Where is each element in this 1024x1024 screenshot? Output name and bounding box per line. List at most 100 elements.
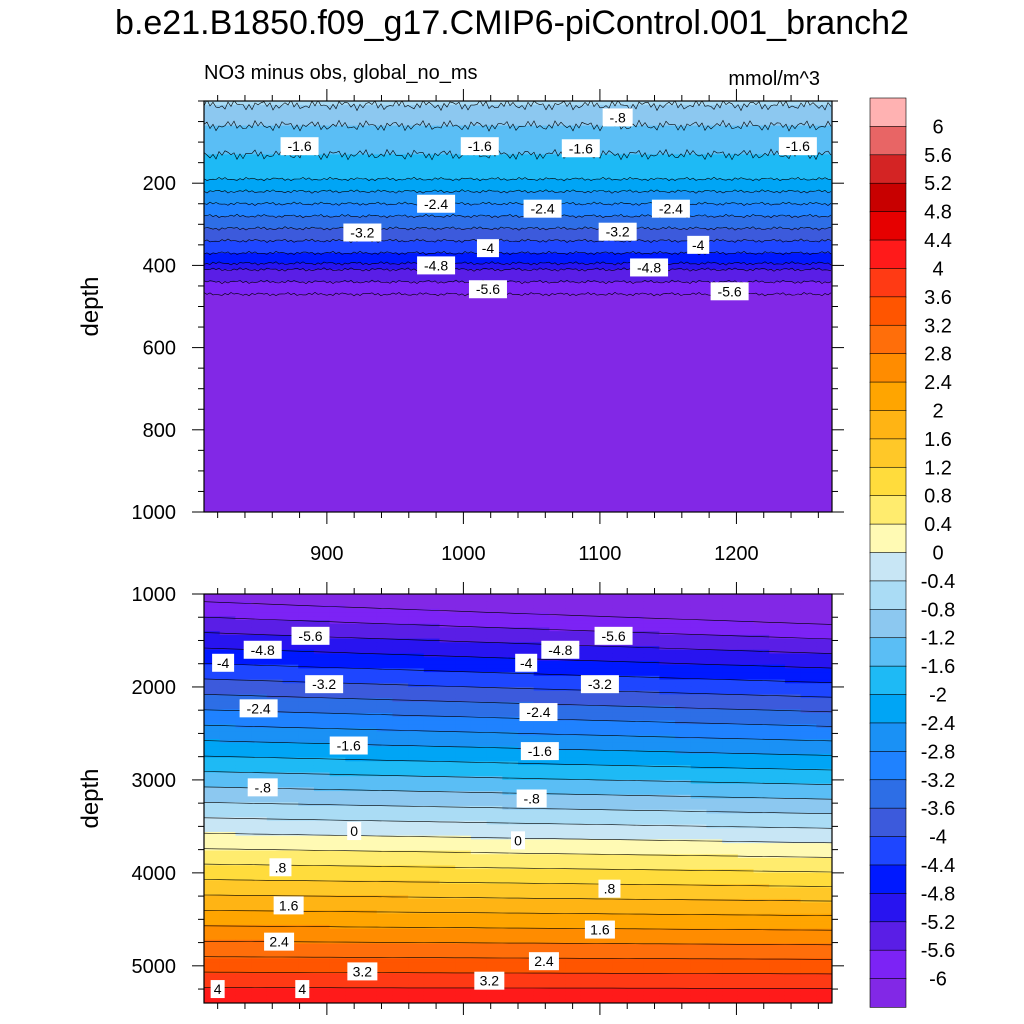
contour-cell <box>816 980 832 986</box>
contour-cell <box>816 742 832 748</box>
contour-cell <box>722 835 739 840</box>
contour-cell <box>549 805 566 811</box>
contour-cell <box>580 616 598 621</box>
contour-cell <box>800 928 817 933</box>
contour-cell <box>204 798 221 803</box>
contour-cell <box>455 980 472 986</box>
contour-cell <box>423 828 441 833</box>
contour-cell <box>518 809 535 814</box>
contour-cell <box>627 913 645 919</box>
contour-cell <box>345 865 362 870</box>
contour-cell <box>627 943 645 948</box>
contour-cell <box>580 950 598 956</box>
contour-cell <box>533 887 550 893</box>
contour-cell <box>737 817 755 822</box>
contour-cell <box>659 731 676 736</box>
contour-cell <box>455 634 472 640</box>
contour-cell <box>565 746 582 751</box>
contour-cell <box>204 783 221 788</box>
contour-cell <box>251 932 268 937</box>
contour-cell <box>706 735 723 740</box>
contour-cell <box>659 932 676 937</box>
contour-cell <box>251 928 268 933</box>
contour-cell <box>769 936 786 941</box>
contour-cell <box>361 921 378 926</box>
contour-cell <box>612 902 629 907</box>
contour-cell <box>392 831 409 837</box>
contour-cell <box>423 854 441 859</box>
contour-cell <box>675 694 692 699</box>
contour-cell <box>376 988 393 993</box>
contour-cell <box>219 928 236 933</box>
contour-cell <box>784 683 802 688</box>
contour-cell <box>439 865 456 870</box>
contour-cell <box>235 973 252 978</box>
contour-cell <box>690 809 707 814</box>
contour-cell <box>659 991 676 997</box>
contour-cell <box>345 999 362 1003</box>
contour-cell <box>282 642 299 647</box>
contour-cell <box>580 857 598 863</box>
contour-cell <box>235 657 252 662</box>
contour-cell <box>533 995 550 1000</box>
contour-cell <box>345 672 362 677</box>
contour-cell <box>219 794 236 800</box>
contour-cell <box>580 876 598 881</box>
contour-cell <box>251 690 268 695</box>
contour-cell <box>502 869 519 874</box>
contour-cell <box>769 802 786 807</box>
contour-cell <box>439 660 456 666</box>
contour-cell <box>518 995 535 1000</box>
contour-cell <box>690 843 707 848</box>
contour-cell <box>627 716 645 722</box>
contour-cell <box>643 623 660 629</box>
contour-cell <box>251 794 268 800</box>
contour-cell <box>439 616 456 621</box>
contour-cell <box>533 776 550 781</box>
contour-cell <box>753 902 770 907</box>
contour-cell <box>737 649 755 655</box>
contour-cell <box>706 950 723 956</box>
contour-cell <box>800 616 817 621</box>
contour-cell <box>298 921 315 926</box>
contour-cell <box>675 731 692 736</box>
contour-cell <box>722 649 739 655</box>
contour-cell <box>486 735 503 740</box>
contour-cell <box>282 984 299 989</box>
contour-cell <box>392 657 409 662</box>
contour-cell <box>596 616 613 621</box>
contour-cell <box>549 701 566 707</box>
contour-cell <box>753 954 770 959</box>
contour-cell <box>282 794 299 800</box>
contour-cell <box>627 757 645 762</box>
contour-cell <box>439 861 456 867</box>
contour-cell <box>298 906 315 911</box>
contour-cell <box>235 686 252 692</box>
contour-cell <box>298 794 315 800</box>
contour-cell <box>596 608 613 614</box>
contour-cell <box>219 843 236 848</box>
contour-cell <box>455 705 472 710</box>
contour-cell <box>361 947 378 952</box>
contour-cell <box>470 895 488 900</box>
contour-cell <box>502 701 519 707</box>
contour-cell <box>706 965 723 971</box>
contour-cell <box>470 634 488 640</box>
contour-cell <box>816 895 832 900</box>
contour-cell <box>361 898 378 904</box>
contour-cell <box>219 913 236 919</box>
contour-cell <box>737 809 755 814</box>
contour-cell <box>298 761 315 766</box>
contour-cell <box>329 753 346 759</box>
contour-cell <box>769 727 786 733</box>
contour-cell <box>690 686 707 692</box>
contour-cell <box>439 995 456 1000</box>
contour-cell <box>470 843 488 848</box>
contour-cell <box>800 906 817 911</box>
contour-cell <box>549 783 566 788</box>
contour-cell <box>392 649 409 655</box>
contour-cell <box>423 631 441 636</box>
contour-cell <box>235 757 252 762</box>
contour-cell <box>439 828 456 833</box>
contour-band <box>204 269 832 283</box>
